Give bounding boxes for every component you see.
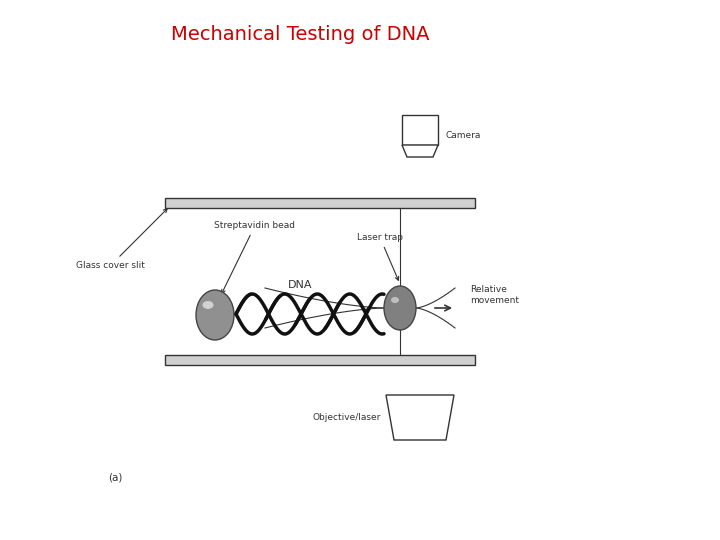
Ellipse shape — [202, 301, 214, 309]
Polygon shape — [402, 145, 438, 157]
Text: Camera: Camera — [446, 131, 482, 139]
Text: Objective/laser: Objective/laser — [312, 413, 381, 422]
Text: Laser trap: Laser trap — [357, 233, 403, 280]
Text: Glass cover slit: Glass cover slit — [76, 209, 167, 270]
Polygon shape — [386, 395, 454, 440]
Bar — [402, 115, 438, 145]
Ellipse shape — [196, 290, 234, 340]
Text: Relative
movement: Relative movement — [470, 285, 519, 306]
Text: Mechanical Testing of DNA: Mechanical Testing of DNA — [171, 25, 429, 44]
Bar — [165, 355, 475, 365]
Text: (a): (a) — [108, 473, 122, 483]
Bar — [165, 198, 475, 208]
Text: Streptavidin bead: Streptavidin bead — [215, 221, 295, 293]
Text: DNA: DNA — [288, 280, 312, 290]
Ellipse shape — [391, 297, 399, 303]
Ellipse shape — [384, 286, 416, 330]
